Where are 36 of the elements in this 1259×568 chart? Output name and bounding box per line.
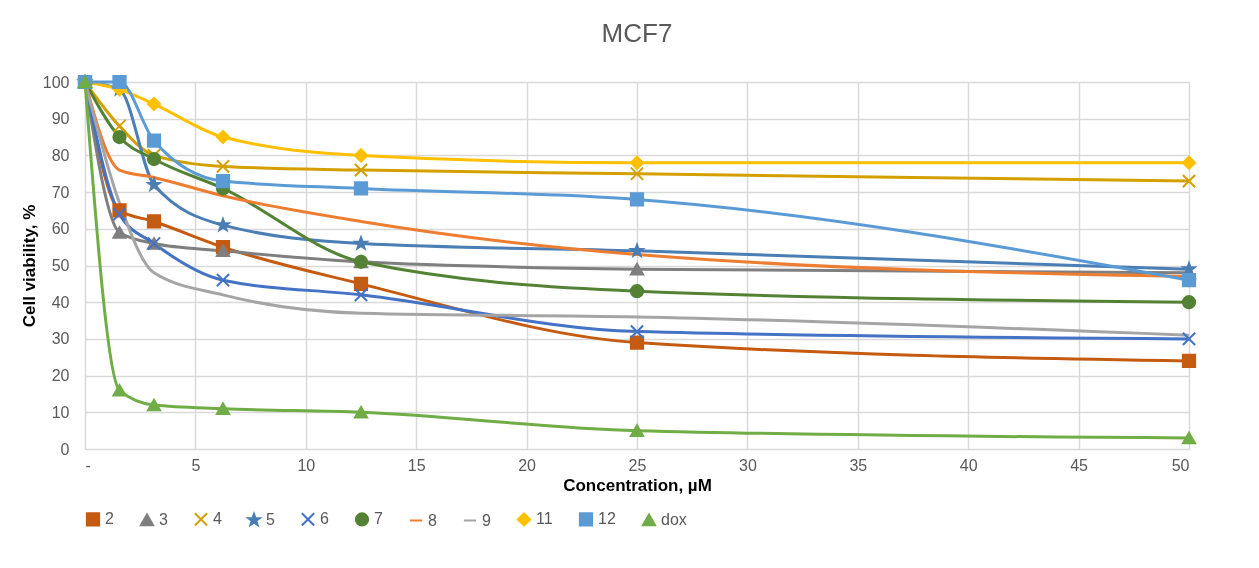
- y-tick-label: 80: [51, 146, 70, 164]
- legend-label: 11: [536, 510, 553, 528]
- legend-label: 3: [159, 510, 168, 528]
- legend-label: 5: [266, 511, 275, 529]
- y-tick-label: 100: [42, 73, 70, 91]
- y-tick-label: 20: [51, 367, 70, 385]
- legend-label: 2: [105, 510, 114, 528]
- legend-label: 7: [374, 510, 383, 528]
- legend-label: dox: [661, 510, 687, 528]
- y-axis-title: Cell viability, %: [19, 204, 39, 328]
- x-tick-label: 15: [407, 456, 426, 474]
- x-tick-label: 25: [628, 456, 647, 474]
- y-tick-label: 70: [51, 183, 70, 201]
- legend-label: 9: [482, 511, 491, 529]
- legend-label: 4: [213, 510, 222, 528]
- y-tick-label: 10: [51, 403, 70, 421]
- chart-title: MCF7: [601, 17, 673, 48]
- legend-label: 12: [598, 510, 616, 528]
- x-tick-label: 10: [297, 456, 316, 474]
- y-tick-label: 50: [51, 257, 70, 274]
- y-tick-label: 90: [51, 110, 70, 128]
- x-tick-label: 50: [1171, 456, 1190, 474]
- x-tick-label: 35: [849, 456, 868, 474]
- y-tick-label: 40: [51, 293, 70, 311]
- x-tick-label: 5: [191, 456, 201, 474]
- y-tick-label: 0: [60, 440, 70, 458]
- y-tick-label: 30: [51, 330, 70, 348]
- y-tick-label: 60: [51, 220, 70, 238]
- x-tick-label: -: [85, 456, 91, 474]
- x-tick-label: 40: [959, 456, 978, 474]
- x-tick-label: 30: [739, 456, 757, 474]
- x-axis-title: Concentration, µM: [563, 475, 712, 495]
- legend-label: 8: [428, 511, 437, 529]
- legend-label: 6: [320, 510, 329, 528]
- x-tick-label: 45: [1070, 456, 1089, 474]
- x-tick-label: 20: [518, 456, 537, 474]
